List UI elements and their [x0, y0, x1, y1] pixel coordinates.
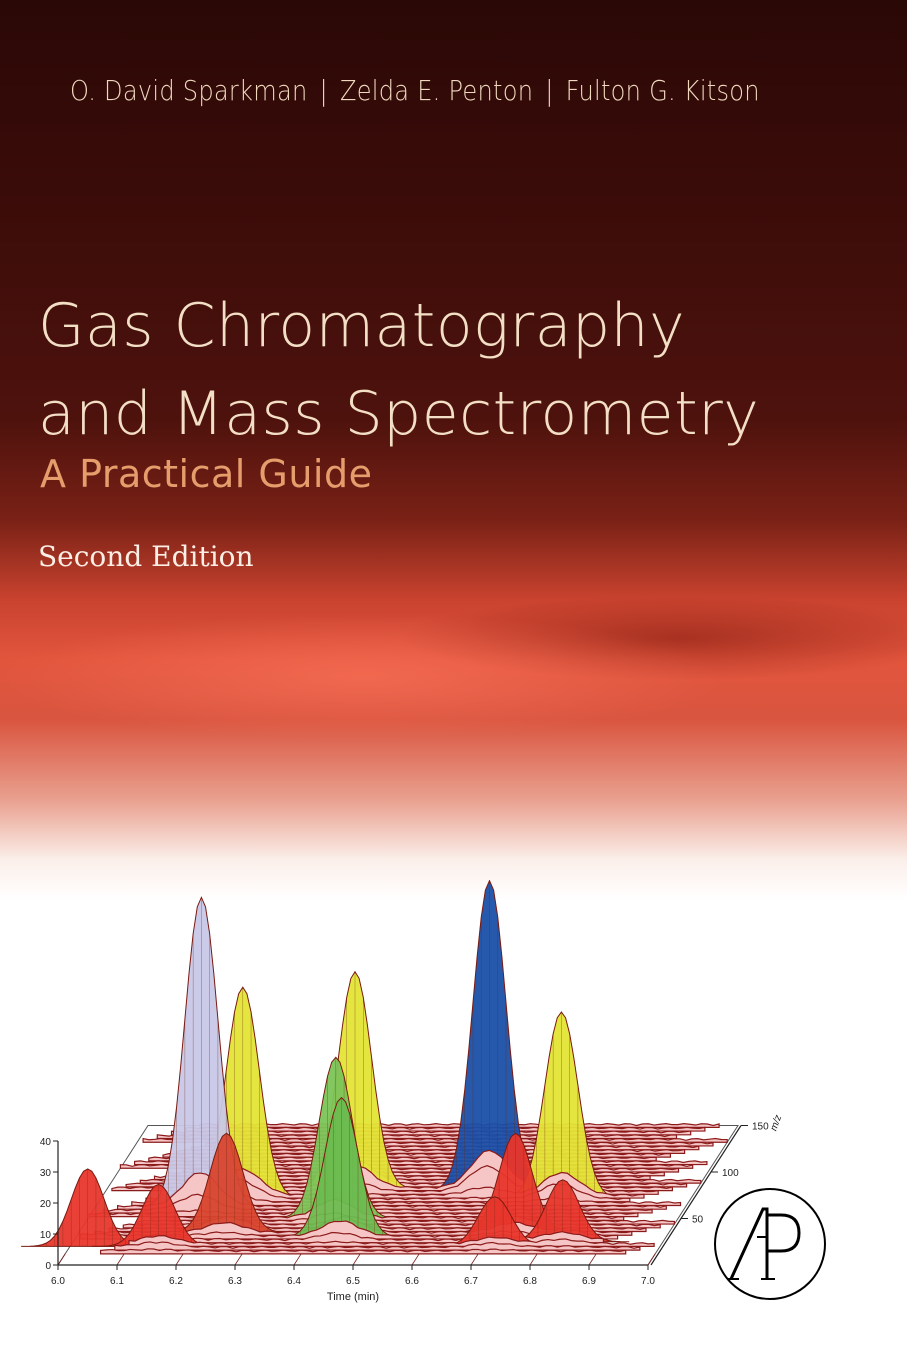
- y-tick-label: 40: [40, 1137, 52, 1148]
- mz-axis-label: m/z: [768, 1114, 784, 1133]
- time-gridline: [470, 1253, 479, 1266]
- baseline-trace: [114, 1241, 641, 1251]
- time-gridline: [529, 1253, 538, 1266]
- baseline-trace: [99, 1248, 627, 1255]
- time-gridline: [588, 1253, 597, 1266]
- title-line: and Mass Spectrometry: [38, 379, 760, 449]
- x-tick-label: 6.0: [51, 1276, 65, 1287]
- x-tick-label: 6.1: [110, 1276, 124, 1287]
- y-tick-label: 10: [40, 1230, 52, 1241]
- mz-tick-label: 100: [722, 1168, 739, 1179]
- x-tick-label: 6.6: [405, 1276, 419, 1287]
- time-gridline: [116, 1253, 125, 1266]
- x-tick-label: 6.2: [169, 1276, 183, 1287]
- author-name: O. David Sparkman: [70, 74, 308, 107]
- y-tick-label: 0: [45, 1261, 51, 1272]
- author-name: Zelda E. Penton: [339, 74, 534, 107]
- x-tick-label: 6.4: [287, 1276, 301, 1287]
- baseline-trace: [199, 1123, 720, 1128]
- time-gridline: [647, 1253, 656, 1266]
- author-separator: |: [319, 74, 328, 107]
- baseline-trace: [128, 1235, 655, 1247]
- time-gridline: [175, 1253, 184, 1266]
- x-tick-label: 7.0: [641, 1276, 655, 1287]
- x-tick-label: 6.9: [582, 1276, 596, 1287]
- time-gridline: [234, 1253, 243, 1266]
- chromatogram-chart: 6.0 6.1 6.2 6.3 6.4 6.5 6.6 6.7 6.8 6.9 7.0 Time (m…: [21, 880, 784, 1303]
- time-gridline: [57, 1253, 66, 1266]
- time-gridline: [293, 1253, 302, 1266]
- mz-axis: [650, 1125, 742, 1266]
- author-list: O. David Sparkman | Zelda E. Penton | Fulton…: [70, 74, 760, 107]
- x-tick-label: 6.3: [228, 1276, 242, 1287]
- book-title: Gas Chromatography and Mass Spectrometry: [38, 282, 759, 458]
- y-tick-label: 20: [40, 1199, 52, 1210]
- x-tick-label: 6.7: [464, 1276, 478, 1287]
- x-axis-label: Time (min): [327, 1291, 379, 1303]
- book-subtitle: A Practical Guide: [40, 452, 373, 496]
- author-separator: |: [545, 74, 554, 107]
- edition-label: Second Edition: [38, 540, 254, 573]
- mz-tick-label: 50: [692, 1215, 704, 1226]
- y-tick-label: 30: [40, 1168, 52, 1179]
- publisher-logo: [714, 1188, 826, 1300]
- mz-tick-label: 150: [752, 1122, 769, 1133]
- background-glow: [0, 560, 907, 820]
- x-tick-label: 6.5: [346, 1276, 360, 1287]
- x-tick-label: 6.8: [523, 1276, 537, 1287]
- time-gridline: [352, 1253, 361, 1266]
- time-gridline: [411, 1253, 420, 1266]
- author-name: Fulton G. Kitson: [565, 74, 760, 107]
- title-line: Gas Chromatography: [38, 291, 686, 361]
